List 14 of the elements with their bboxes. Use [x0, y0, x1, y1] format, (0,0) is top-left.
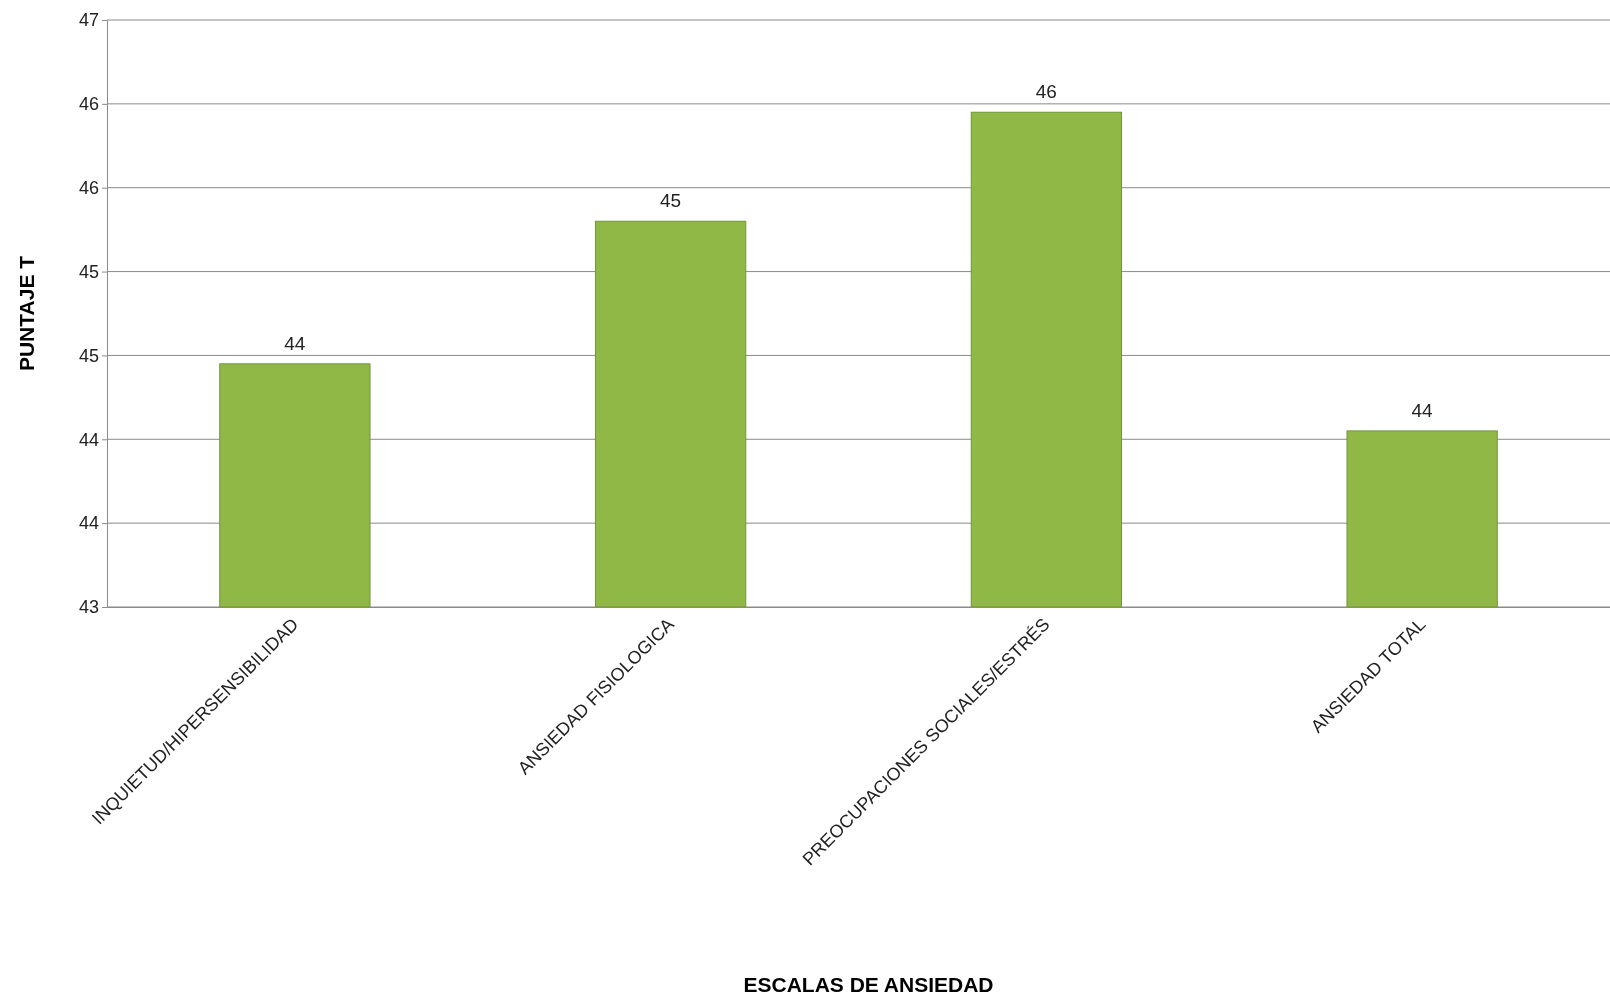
y-tick-label: 44 [78, 513, 99, 534]
y-tick-label: 46 [78, 177, 99, 198]
y-tick-label: 43 [78, 597, 99, 618]
data-label: 44 [284, 332, 306, 354]
data-label: 46 [1035, 81, 1057, 103]
data-label: 44 [1411, 399, 1434, 421]
data-label: 45 [660, 190, 682, 212]
y-tick-label: 46 [78, 94, 99, 115]
x-axis-title: ESCALAS DE ANSIEDAD [743, 973, 994, 996]
y-tick-label: 44 [78, 429, 99, 450]
y-axis-title: PUNTAJE T [15, 255, 38, 372]
y-tick-label: 47 [78, 10, 99, 31]
y-tick-label: 45 [78, 261, 99, 282]
y-tick-label: 45 [78, 345, 99, 366]
